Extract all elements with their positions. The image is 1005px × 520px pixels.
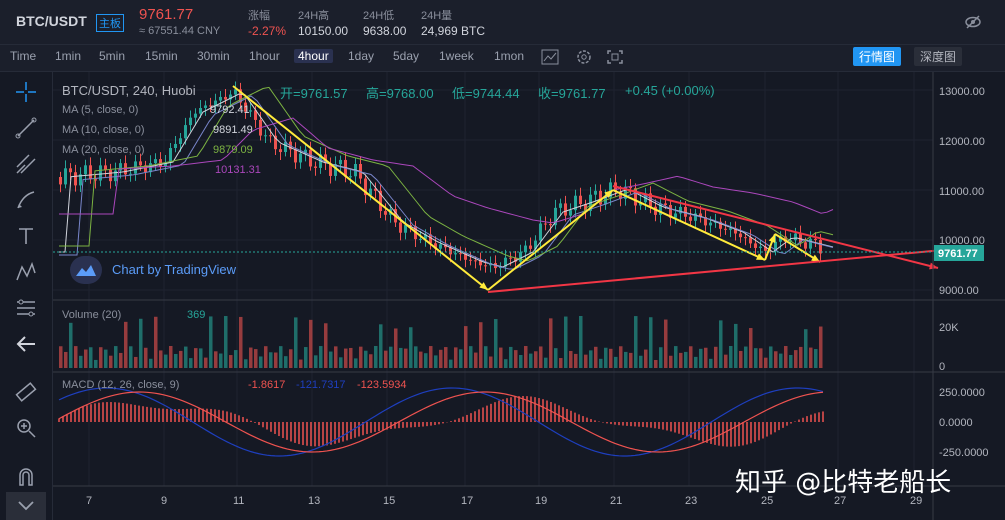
- price-chart[interactable]: 13000.00 12000.00 11000.00 10000.00 9000…: [53, 72, 1005, 520]
- macd-value-2: -121.7317: [296, 379, 346, 391]
- volume-bars: [59, 316, 823, 368]
- price-tag-bg: [934, 245, 984, 261]
- timeframe-1week[interactable]: 1week: [439, 49, 474, 63]
- timeframe-time[interactable]: Time: [10, 49, 37, 63]
- x-tick: 11: [233, 495, 244, 507]
- macd-histogram: [58, 387, 824, 457]
- crosshair-icon[interactable]: [12, 78, 40, 106]
- tradingview-link[interactable]: Chart by TradingView: [112, 262, 237, 277]
- x-tick: 21: [610, 495, 622, 507]
- volume-legend-value: 369: [187, 309, 206, 321]
- brush-icon[interactable]: [12, 186, 40, 214]
- ohlc-change: +0.45 (+0.00%): [625, 83, 715, 98]
- text-tool-icon[interactable]: [12, 222, 40, 250]
- x-tick: 29: [910, 495, 922, 507]
- ma60-value: 10131.31: [215, 164, 261, 176]
- expand-chevron-icon[interactable]: [6, 492, 46, 520]
- change-label: 涨幅: [248, 10, 270, 22]
- price-tick-12000: 12000.00: [939, 136, 985, 148]
- magnet-icon[interactable]: [12, 462, 40, 490]
- last-price: 9761.77: [139, 6, 194, 23]
- ohlc-high: 高=9768.00: [366, 86, 434, 101]
- price-cny: ≈ 67551.44 CNY: [139, 25, 221, 37]
- macd-value-3: -123.5934: [357, 379, 407, 391]
- high-label: 24H高: [298, 10, 330, 22]
- x-tick: 23: [685, 495, 697, 507]
- settings-gear-icon[interactable]: [574, 48, 594, 66]
- pitchfork-icon[interactable]: [12, 150, 40, 178]
- timeframe-30min[interactable]: 30min: [197, 49, 230, 63]
- price-tick-11000: 11000.00: [939, 186, 984, 198]
- x-tick: 19: [535, 495, 547, 507]
- low-label: 24H低: [363, 10, 395, 22]
- ma10-legend[interactable]: MA (10, close, 0) 9891.49: [62, 124, 253, 136]
- x-tick: 13: [308, 495, 320, 507]
- moving-average-lines: [59, 86, 834, 270]
- ohlc-close: 收=9761.77: [538, 86, 606, 101]
- chart-title: BTC/USDT, 240, Huobi: [62, 83, 196, 98]
- trend-lines: [232, 85, 966, 293]
- timeframe-1hour[interactable]: 1hour: [249, 49, 280, 63]
- back-arrow-icon[interactable]: [12, 330, 40, 358]
- indicators-icon[interactable]: [540, 48, 560, 66]
- macd-value-1: -1.8617: [248, 379, 286, 391]
- x-tick: 7: [86, 495, 92, 507]
- macd-tick-250: 250.0000: [939, 387, 985, 399]
- timeframe-1mon[interactable]: 1mon: [494, 49, 525, 63]
- ma5-legend[interactable]: MA (5, close, 0) 9792.41: [62, 104, 250, 116]
- drawing-toolbar: [0, 72, 53, 520]
- vol-tick-20k: 20K: [939, 322, 959, 334]
- macd-tick-0: 0.0000: [939, 417, 973, 429]
- ohlc-open: 开=9761.57: [280, 86, 348, 101]
- trendline-icon[interactable]: [12, 114, 40, 142]
- timeframe-5day[interactable]: 5day: [393, 49, 420, 63]
- volume-legend[interactable]: Volume (20): [62, 309, 122, 321]
- low-value: 9638.00: [363, 24, 407, 38]
- macd-legend[interactable]: MACD (12, 26, close, 9): [62, 379, 180, 391]
- watermark-text: 知乎 @比特老船长: [735, 468, 952, 498]
- timeframe-15min[interactable]: 15min: [145, 49, 178, 63]
- x-tick: 27: [834, 495, 846, 507]
- ohlc-low: 低=9744.44: [452, 86, 520, 101]
- vol-tick-0: 0: [939, 361, 945, 373]
- fullscreen-icon[interactable]: [605, 48, 625, 66]
- market-chart-button[interactable]: 行情图: [853, 47, 902, 66]
- price-tag: 9761.77: [938, 248, 978, 260]
- timeframe-toolbar: Time 1min 5min 15min 30min 1hour 4hour 1…: [0, 44, 1005, 72]
- x-tick: 15: [383, 495, 395, 507]
- timeframe-5min[interactable]: 5min: [99, 49, 126, 63]
- price-tick-13000: 13000.00: [939, 86, 985, 98]
- change-value: -2.27%: [248, 24, 287, 38]
- tradingview-logo-icon: [70, 256, 102, 284]
- price-tick-10000: 10000.00: [939, 235, 985, 247]
- zoom-in-icon[interactable]: [12, 414, 40, 442]
- x-tick: 17: [461, 495, 473, 507]
- volume-value: 24,969 BTC: [421, 24, 486, 38]
- high-value: 10150.00: [298, 24, 349, 38]
- price-tick-9000: 9000.00: [939, 285, 979, 297]
- ma20-legend[interactable]: MA (20, close, 0) 9879.09: [62, 144, 253, 156]
- symbol-label[interactable]: BTC/USDT: [16, 13, 87, 29]
- timeframe-1day[interactable]: 1day: [348, 49, 375, 63]
- depth-chart-button[interactable]: 深度图: [914, 47, 963, 66]
- volume-label: 24H量: [421, 10, 453, 22]
- fib-tool-icon[interactable]: [12, 294, 40, 322]
- macd-tick-neg250: -250.0000: [939, 447, 989, 459]
- hide-eye-icon[interactable]: [963, 12, 983, 32]
- ruler-icon[interactable]: [12, 378, 40, 406]
- ticker-header: BTC/USDT 主板 9761.77 ≈ 67551.44 CNY 涨幅 -2…: [0, 0, 1005, 44]
- timeframe-1min[interactable]: 1min: [55, 49, 82, 63]
- main-board-badge: 主板: [96, 14, 124, 32]
- timeframe-4hour[interactable]: 4hour: [294, 49, 333, 63]
- x-tick: 25: [761, 495, 773, 507]
- x-tick: 9: [161, 495, 167, 507]
- pattern-icon[interactable]: [12, 258, 40, 286]
